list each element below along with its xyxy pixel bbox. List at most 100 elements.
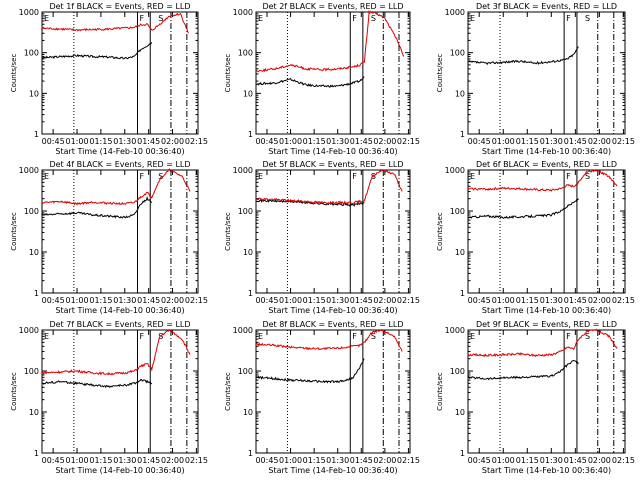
y-axis-label: Counts/sec [10, 212, 18, 251]
x-tick-label: 02:15 [397, 137, 420, 146]
y-tick-label: 1000 [233, 166, 253, 175]
x-tick-label: 02:15 [612, 137, 635, 146]
x-tick-label: 01:15 [303, 137, 326, 146]
panel-3: Det 3f BLACK = Events, RED = LLD 1 10 100 10… [436, 2, 635, 156]
x-tick-label: 02:15 [397, 296, 420, 305]
y-tick-label: 1 [34, 289, 39, 298]
plot-frame [41, 169, 199, 294]
series-lld-line [256, 169, 403, 205]
marker-letter: F [352, 14, 357, 23]
marker-letter: E [258, 14, 263, 23]
marker-letter: F [140, 14, 145, 23]
plot-frame [467, 169, 626, 294]
plot-frame [255, 329, 411, 454]
x-tick-label: 00:45 [42, 456, 65, 465]
x-tick-label: 00:45 [468, 137, 491, 146]
x-axis-label: Start Time (14-Feb-10 00:36:40) [268, 466, 397, 475]
x-tick-label: 01:15 [516, 456, 539, 465]
y-tick-label: 10 [243, 408, 253, 417]
y-tick-label: 1000 [445, 326, 465, 335]
panel-title: Det 2f BLACK = Events, RED = LLD [262, 2, 403, 11]
panel-title: Det 3f BLACK = Events, RED = LLD [476, 2, 617, 11]
y-tick-label: 100 [450, 367, 465, 376]
y-tick-label: 1000 [445, 8, 465, 17]
x-tick-label: 01:45 [137, 296, 160, 305]
y-tick-label: 1 [248, 449, 253, 458]
y-axis-label: Counts/sec [10, 372, 18, 411]
y-tick-label: 100 [238, 367, 253, 376]
x-tick-label: 01:45 [564, 296, 587, 305]
panel-title: Det 5f BLACK = Events, RED = LLD [262, 160, 403, 169]
series-lld-line [41, 168, 191, 206]
panel-title: Det 8f BLACK = Events, RED = LLD [262, 320, 403, 329]
x-tick-label: 00:45 [255, 296, 278, 305]
x-tick-label: 01:45 [137, 456, 160, 465]
series-events-line [467, 46, 579, 66]
marker-letter: F [566, 14, 571, 23]
x-tick-label: 02:00 [161, 456, 184, 465]
marker-letter: E [44, 332, 49, 341]
series-events-line [255, 76, 365, 88]
x-tick-label: 01:45 [564, 137, 587, 146]
y-tick-label: 10 [29, 248, 39, 257]
panel-1: Det 1f BLACK = Events, RED = LLD 1 10 100 10… [10, 2, 208, 156]
series-events-line [467, 198, 579, 219]
x-tick-label: 01:00 [65, 456, 88, 465]
panel-title: Det 4f BLACK = Events, RED = LLD [49, 160, 190, 169]
x-tick-label: 01:00 [65, 296, 88, 305]
x-tick-label: 01:00 [65, 137, 88, 146]
x-tick-label: 02:15 [612, 296, 635, 305]
x-tick-label: 00:45 [255, 456, 278, 465]
marker-letter: S [158, 332, 163, 341]
x-tick-label: 01:00 [279, 137, 302, 146]
x-tick-label: 01:30 [113, 296, 136, 305]
x-tick-label: 02:15 [397, 456, 420, 465]
marker-letter: S [158, 14, 163, 23]
plot-frame [255, 169, 411, 294]
marker-letter: S [158, 172, 163, 181]
x-tick-label: 01:30 [326, 296, 349, 305]
x-tick-label: 01:30 [326, 456, 349, 465]
x-tick-label: 01:45 [350, 456, 373, 465]
marker-letter: E [470, 14, 475, 23]
series-lld-line [467, 169, 618, 192]
panel-title: Det 9f BLACK = Events, RED = LLD [476, 320, 617, 329]
panel-7: Det 7f BLACK = Events, RED = LLD 1 10 100 10… [10, 320, 208, 475]
panel-title: Det 1f BLACK = Events, RED = LLD [49, 2, 190, 11]
marker-letter: S [585, 14, 590, 23]
x-tick-label: 02:00 [588, 137, 611, 146]
x-tick-label: 01:15 [89, 296, 112, 305]
y-tick-label: 1 [248, 289, 253, 298]
y-axis-label: Counts/sec [436, 212, 444, 251]
x-axis-label: Start Time (14-Feb-10 00:36:40) [55, 466, 184, 475]
series-events-line [41, 42, 153, 60]
plot-frame [467, 329, 626, 454]
x-tick-label: 00:45 [42, 137, 65, 146]
panel-8: Det 8f BLACK = Events, RED = LLD 1 10 100 10… [224, 320, 420, 475]
marker-letter: S [585, 172, 590, 181]
y-tick-label: 10 [455, 89, 465, 98]
x-tick-label: 01:00 [492, 456, 515, 465]
panel-2: Det 2f BLACK = Events, RED = LLD 1 10 100 10… [224, 2, 420, 156]
y-tick-label: 10 [243, 248, 253, 257]
x-tick-label: 01:00 [492, 296, 515, 305]
plot-frame [467, 11, 626, 135]
y-tick-label: 1 [460, 289, 465, 298]
panel-6: Det 6f BLACK = Events, RED = LLD 1 10 100 10… [436, 160, 635, 315]
series-events-line [41, 195, 153, 219]
x-tick-label: 01:30 [540, 296, 563, 305]
marker-letter: E [470, 332, 475, 341]
x-axis-label: Start Time (14-Feb-10 00:36:40) [55, 306, 184, 315]
x-tick-label: 00:45 [468, 456, 491, 465]
y-axis-label: Counts/sec [224, 212, 232, 251]
y-tick-label: 1 [460, 449, 465, 458]
marker-letter: S [371, 14, 376, 23]
x-tick-label: 02:15 [612, 456, 635, 465]
y-tick-label: 1 [34, 130, 39, 139]
x-tick-label: 01:00 [492, 137, 515, 146]
y-tick-label: 1000 [233, 326, 253, 335]
y-tick-label: 1000 [233, 8, 253, 17]
y-tick-label: 100 [24, 367, 39, 376]
series-lld-line [41, 328, 191, 376]
marker-letter: E [44, 172, 49, 181]
